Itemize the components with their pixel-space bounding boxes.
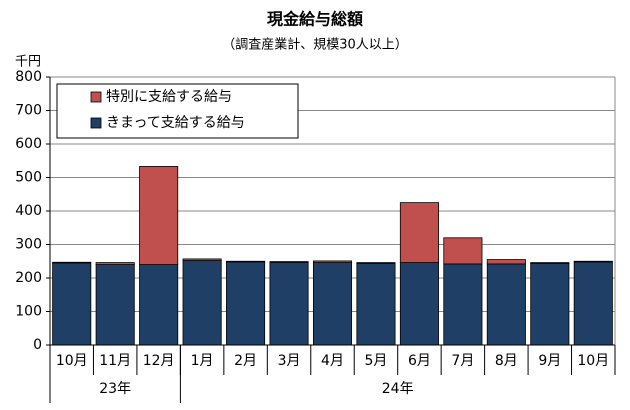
bar-segment bbox=[95, 264, 135, 346]
chart-subtitle: （調査産業計、規模30人以上） bbox=[222, 37, 408, 53]
bar-segment bbox=[530, 262, 570, 346]
x-tick-label: 10月 bbox=[56, 353, 88, 369]
bar-segment bbox=[486, 263, 526, 346]
bar-segment bbox=[573, 260, 613, 263]
bar-segment bbox=[52, 261, 92, 264]
year-label: 23年 bbox=[99, 381, 131, 397]
bar-segment bbox=[269, 261, 309, 346]
x-tick-label: 11月 bbox=[99, 353, 131, 369]
x-tick-label: 7月 bbox=[451, 353, 474, 369]
bar-segment bbox=[226, 261, 266, 346]
y-unit: 千円 bbox=[15, 55, 41, 70]
chart-title: 現金給与総額 bbox=[267, 10, 363, 29]
bar-segment bbox=[399, 202, 439, 263]
bar-segment bbox=[139, 166, 179, 266]
y-tick-label: 0 bbox=[33, 337, 42, 353]
y-tick-label: 300 bbox=[15, 237, 42, 253]
bar-segment bbox=[573, 261, 613, 346]
y-tick-label: 600 bbox=[15, 136, 42, 152]
legend-swatch bbox=[90, 117, 102, 129]
x-tick-label: 5月 bbox=[365, 353, 388, 369]
bar-segment bbox=[95, 262, 135, 265]
bar-segment bbox=[182, 260, 222, 346]
y-tick-label: 400 bbox=[15, 203, 42, 219]
bar-segment bbox=[530, 262, 570, 264]
bar-segment bbox=[226, 260, 266, 263]
bar-segment bbox=[399, 262, 439, 346]
bar-segment bbox=[312, 262, 353, 346]
x-tick-label: 6月 bbox=[408, 353, 431, 369]
y-tick-label: 100 bbox=[15, 304, 42, 320]
bar-segment bbox=[312, 260, 353, 263]
y-tick-label: 500 bbox=[15, 170, 42, 186]
x-tick-label: 10月 bbox=[577, 353, 609, 369]
x-tick-label: 3月 bbox=[278, 353, 301, 369]
bar-segment bbox=[52, 262, 92, 346]
bar-segment bbox=[356, 262, 396, 346]
y-tick-label: 800 bbox=[15, 69, 42, 85]
y-tick-label: 200 bbox=[15, 270, 42, 286]
x-tick-label: 2月 bbox=[234, 353, 257, 369]
bar-segment bbox=[443, 263, 483, 346]
legend-label: きまって支給する給与 bbox=[106, 115, 245, 131]
bar-segment bbox=[443, 237, 483, 265]
bar-segment bbox=[269, 261, 309, 263]
year-label: 24年 bbox=[382, 381, 414, 397]
x-tick-label: 4月 bbox=[321, 353, 344, 369]
x-tick-label: 12月 bbox=[143, 353, 175, 369]
bar-segment bbox=[139, 264, 179, 346]
bar-segment bbox=[486, 259, 526, 265]
legend-label: 特別に支給する給与 bbox=[106, 89, 232, 105]
y-tick-label: 700 bbox=[15, 103, 42, 119]
x-tick-label: 1月 bbox=[191, 353, 214, 369]
bar-segment bbox=[182, 258, 222, 261]
bar-segment bbox=[356, 262, 396, 264]
x-tick-label: 8月 bbox=[495, 353, 518, 369]
x-tick-label: 9月 bbox=[538, 353, 561, 369]
legend-swatch bbox=[90, 91, 102, 103]
